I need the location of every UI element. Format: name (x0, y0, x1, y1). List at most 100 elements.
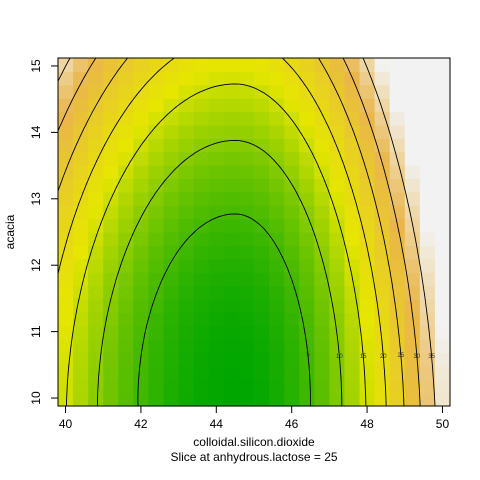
heatmap-cell (193, 111, 210, 126)
heatmap-cell (193, 71, 210, 86)
heatmap-cell (178, 272, 195, 287)
heatmap-cell (269, 379, 285, 394)
heatmap-cell (284, 165, 300, 180)
heatmap-cell (163, 71, 180, 86)
heatmap-cell (58, 138, 74, 153)
heatmap-cell (223, 111, 240, 126)
heatmap-cell (344, 111, 361, 126)
heatmap-cell (208, 218, 225, 233)
heatmap-cell (329, 258, 346, 273)
x-tick-label: 46 (285, 417, 299, 431)
heatmap-cell (254, 218, 270, 233)
heatmap-cell (58, 352, 74, 367)
heatmap-cell (88, 58, 104, 72)
heatmap-cell (208, 312, 225, 327)
heatmap-cell (269, 151, 285, 166)
heatmap-cell (434, 58, 451, 72)
heatmap-cell (254, 124, 270, 139)
heatmap-cell (269, 124, 285, 139)
heatmap-cell (434, 272, 451, 287)
heatmap-cell (88, 392, 104, 407)
heatmap-cell (434, 339, 451, 354)
heatmap-cell (389, 298, 406, 313)
heatmap-cell (208, 339, 225, 354)
heatmap-cell (133, 124, 150, 139)
heatmap-cell (193, 232, 210, 246)
heatmap-cell (133, 165, 150, 180)
heatmap-cell (254, 312, 270, 327)
heatmap-cell (193, 312, 210, 327)
heatmap-cell (269, 58, 285, 72)
heatmap-cell (238, 339, 255, 354)
heatmap-cell (58, 98, 74, 113)
heatmap-cell (148, 84, 165, 99)
heatmap-cell (389, 191, 406, 206)
heatmap-cell (404, 339, 421, 354)
heatmap-cell (118, 84, 134, 99)
heatmap-cell (374, 365, 391, 380)
heatmap-cell (434, 325, 451, 340)
heatmap-cell (314, 151, 330, 166)
heatmap-cell (314, 339, 330, 354)
heatmap-cell (389, 379, 406, 394)
heatmap-cell (163, 379, 180, 394)
heatmap-cell (238, 98, 255, 113)
heatmap-cell (314, 178, 330, 193)
heatmap-cell (374, 258, 391, 273)
contour-label: 10 (336, 354, 343, 360)
heatmap-cell (58, 298, 74, 313)
heatmap-cell (404, 98, 421, 113)
heatmap-cell (238, 111, 255, 126)
heatmap-cell (269, 191, 285, 206)
heatmap-cell (58, 232, 74, 246)
heatmap-cell (163, 205, 180, 220)
heatmap-cell (133, 258, 150, 273)
heatmap-cell (88, 245, 104, 260)
contour-label: 20 (380, 354, 387, 360)
heatmap-cell (284, 232, 300, 246)
heatmap-cell (193, 98, 210, 113)
heatmap-cell (103, 339, 119, 354)
heatmap-cell (103, 218, 119, 233)
heatmap-cell (88, 298, 104, 313)
heatmap-cell (193, 325, 210, 340)
heatmap-cell (389, 151, 406, 166)
heatmap-cell (404, 272, 421, 287)
heatmap-cell (58, 178, 74, 193)
heatmap-cell (404, 178, 421, 193)
heatmap-cell (223, 272, 240, 287)
contour-label: 35 (428, 354, 435, 360)
heatmap-cell (269, 232, 285, 246)
heatmap-cell (344, 245, 361, 260)
heatmap-cell (58, 312, 74, 327)
heatmap-cell (284, 205, 300, 220)
heatmap-cell (299, 84, 315, 99)
heatmap-cell (359, 178, 376, 193)
heatmap-cell (254, 232, 270, 246)
heatmap-cell (133, 245, 150, 260)
heatmap-cell (389, 365, 406, 380)
heatmap-cell (163, 272, 180, 287)
heatmap-cell (88, 339, 104, 354)
heatmap-cell (163, 111, 180, 126)
heatmap-cell (434, 124, 451, 139)
heatmap-cell (223, 258, 240, 273)
heatmap-cell (103, 58, 119, 72)
heatmap-cell (118, 71, 134, 86)
heatmap-cell (238, 285, 255, 300)
heatmap-cell (238, 151, 255, 166)
heatmap-cell (118, 151, 134, 166)
heatmap-cell (254, 165, 270, 180)
heatmap-cell (58, 84, 74, 99)
heatmap-cell (299, 124, 315, 139)
heatmap-cell (254, 365, 270, 380)
heatmap-cell (314, 124, 330, 139)
heatmap-cell (58, 165, 74, 180)
heatmap-cell (254, 71, 270, 86)
heatmap-cell (419, 379, 436, 394)
heatmap-cell (148, 325, 165, 340)
heatmap-cell (73, 352, 89, 367)
heatmap-cell (359, 365, 376, 380)
heatmap-cell (58, 285, 74, 300)
heatmap-cell (344, 138, 361, 153)
